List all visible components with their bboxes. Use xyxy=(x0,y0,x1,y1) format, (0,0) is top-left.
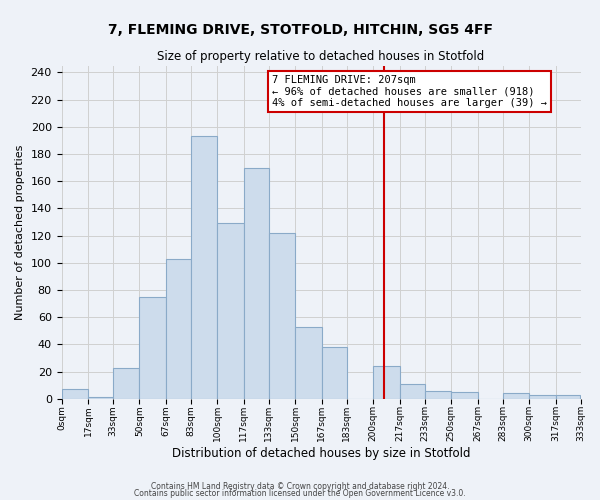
Text: 7, FLEMING DRIVE, STOTFOLD, HITCHIN, SG5 4FF: 7, FLEMING DRIVE, STOTFOLD, HITCHIN, SG5… xyxy=(107,22,493,36)
Bar xyxy=(269,233,295,399)
Bar xyxy=(166,258,191,399)
Bar xyxy=(191,136,217,399)
Bar xyxy=(244,168,269,399)
Bar xyxy=(400,384,425,399)
Bar xyxy=(529,394,556,399)
Bar xyxy=(425,390,451,399)
Bar xyxy=(451,392,478,399)
Title: Size of property relative to detached houses in Stotfold: Size of property relative to detached ho… xyxy=(157,50,485,63)
Y-axis label: Number of detached properties: Number of detached properties xyxy=(15,144,25,320)
Bar xyxy=(217,224,244,399)
Bar xyxy=(88,398,113,399)
Bar xyxy=(373,366,400,399)
Bar xyxy=(295,326,322,399)
Bar xyxy=(322,347,347,399)
Bar xyxy=(113,368,139,399)
Bar xyxy=(139,297,166,399)
Text: 7 FLEMING DRIVE: 207sqm
← 96% of detached houses are smaller (918)
4% of semi-de: 7 FLEMING DRIVE: 207sqm ← 96% of detache… xyxy=(272,75,547,108)
Bar xyxy=(556,394,580,399)
Text: Contains public sector information licensed under the Open Government Licence v3: Contains public sector information licen… xyxy=(134,489,466,498)
Bar xyxy=(62,390,88,399)
Text: Contains HM Land Registry data © Crown copyright and database right 2024.: Contains HM Land Registry data © Crown c… xyxy=(151,482,449,491)
X-axis label: Distribution of detached houses by size in Stotfold: Distribution of detached houses by size … xyxy=(172,447,470,460)
Bar xyxy=(503,394,529,399)
